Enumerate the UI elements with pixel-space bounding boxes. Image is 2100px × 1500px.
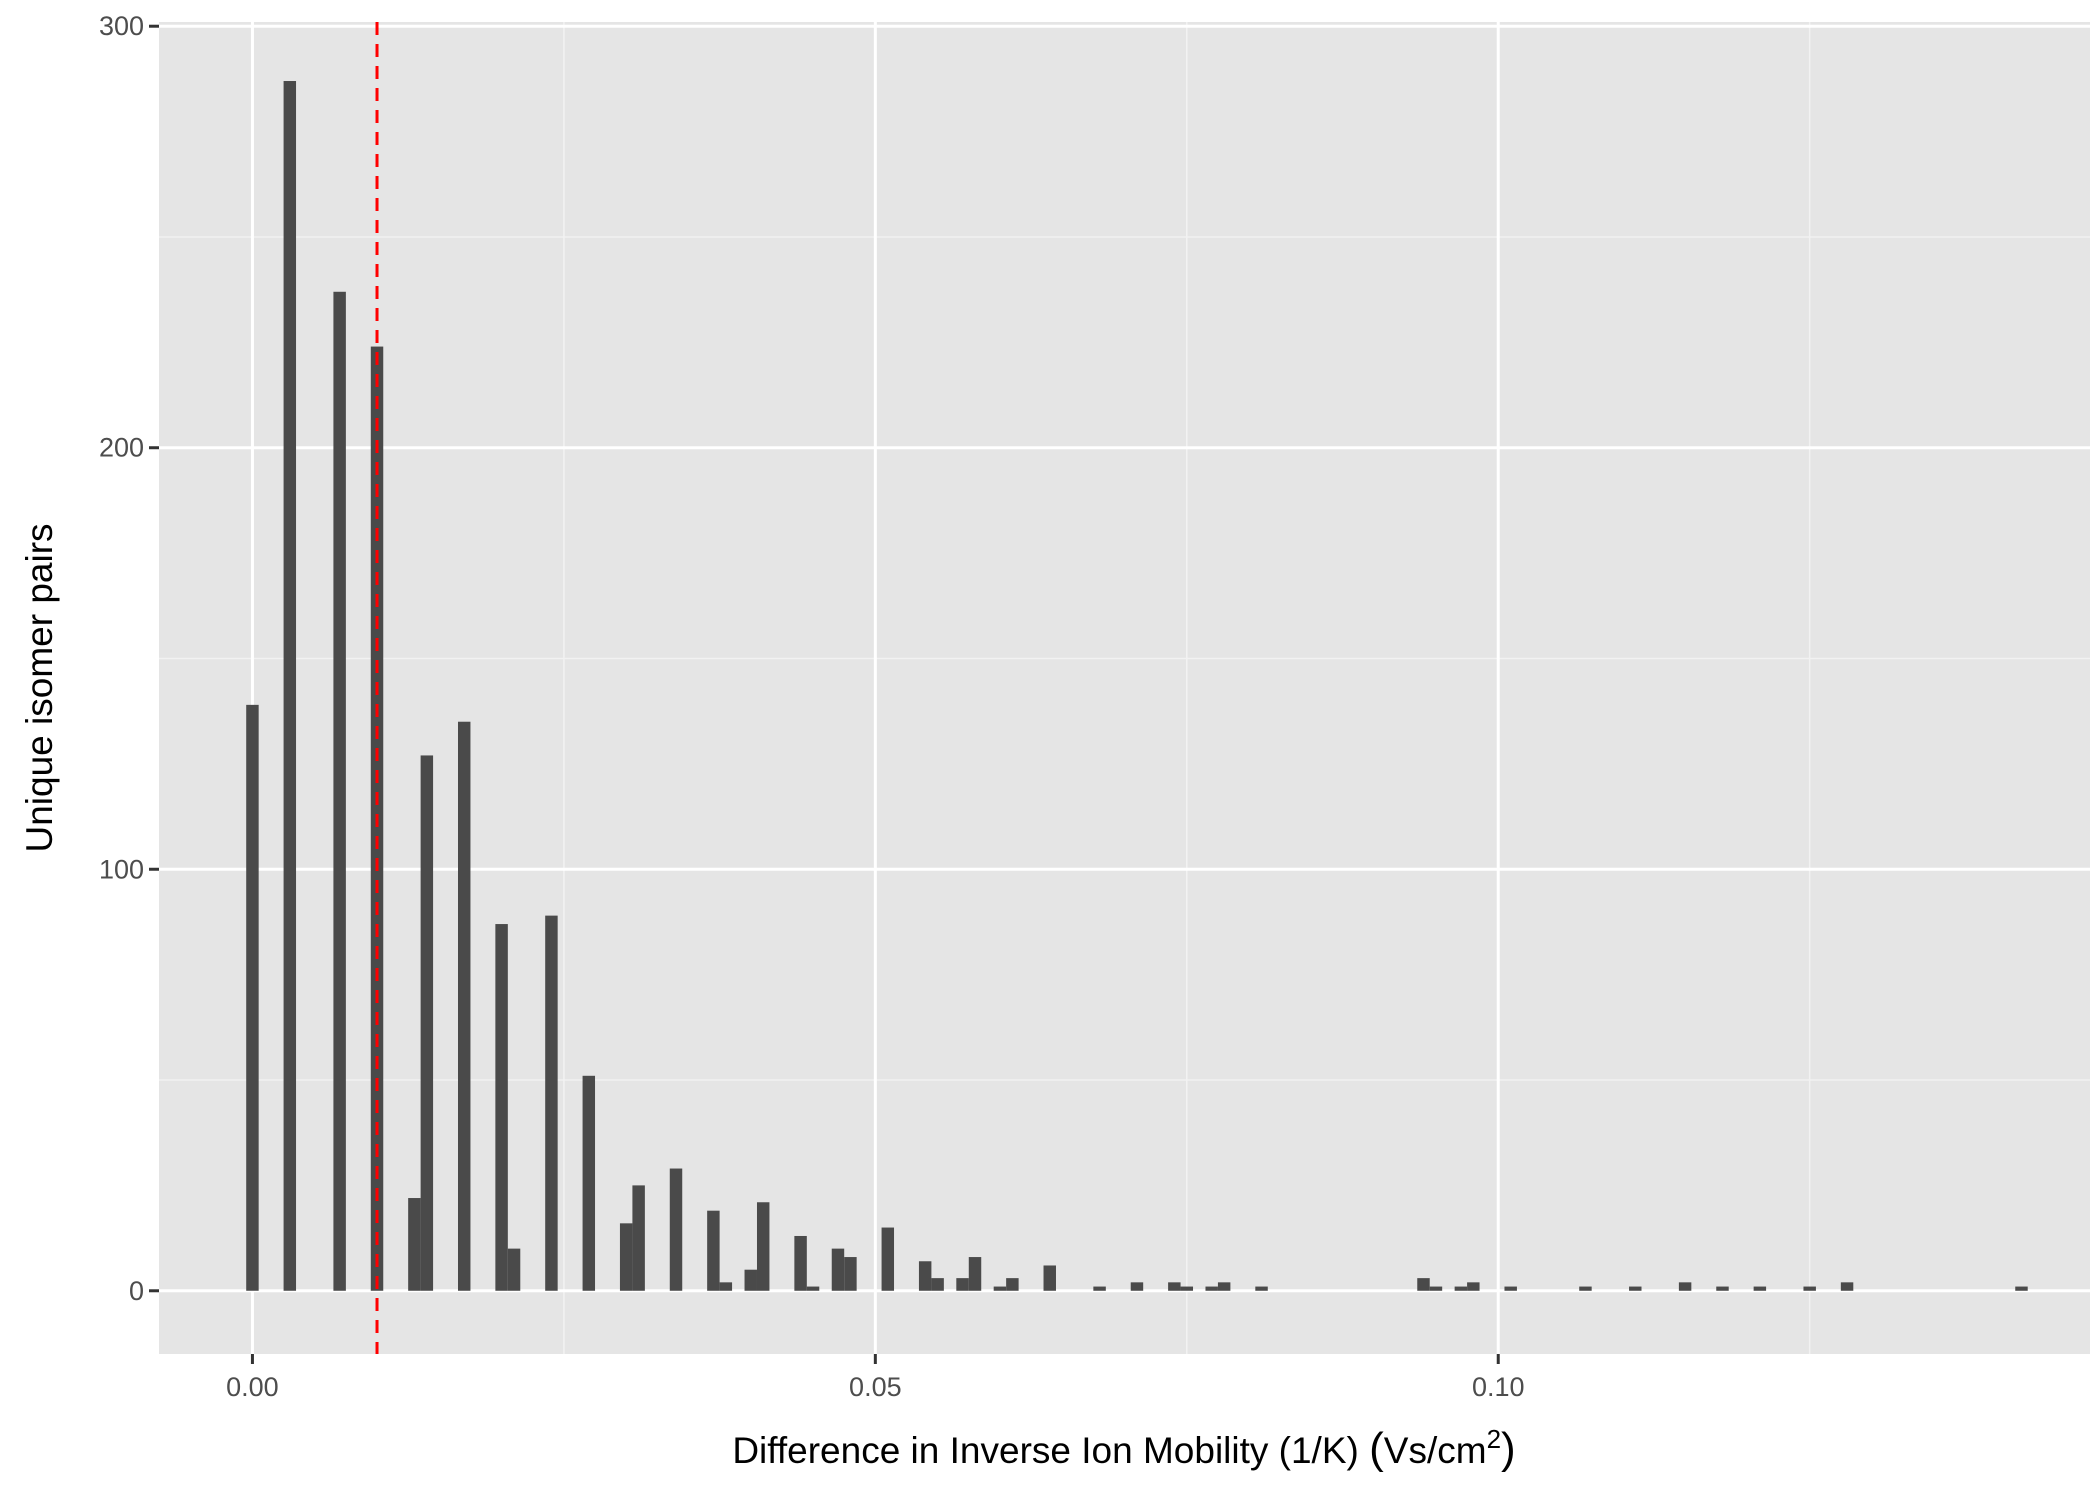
histogram-bar: [1840, 1282, 1854, 1291]
histogram-bar: [1168, 1282, 1181, 1291]
histogram-bar: [2015, 1286, 2028, 1291]
histogram-bar: [918, 1261, 932, 1291]
x-tick-label: 0.10: [1472, 1372, 1525, 1402]
histogram-bar: [1417, 1278, 1430, 1291]
histogram-bar: [1716, 1286, 1729, 1291]
histogram-bar: [1006, 1278, 1019, 1291]
histogram-bar: [719, 1282, 733, 1291]
x-axis-unit-open: (: [1369, 1424, 1384, 1473]
histogram-bar: [1467, 1282, 1480, 1291]
histogram-bar: [457, 721, 471, 1291]
x-axis-ticks: 0.00 0.05 0.10: [226, 1354, 1525, 1402]
minor-gridlines: [159, 22, 2090, 1354]
histogram-bar: [1504, 1286, 1517, 1291]
histogram-bar: [956, 1278, 969, 1291]
histogram-bar: [707, 1210, 720, 1291]
histogram-bar: [1043, 1265, 1056, 1291]
histogram-bar: [1803, 1286, 1816, 1291]
histogram-bar: [1205, 1286, 1218, 1291]
x-tick-label: 0.00: [226, 1372, 279, 1402]
histogram-bar: [993, 1286, 1007, 1291]
x-tick-label: 0.05: [849, 1372, 902, 1402]
y-tick-label: 100: [99, 854, 144, 884]
histogram-bar: [1217, 1282, 1231, 1291]
panel-background: [159, 22, 2090, 1354]
y-tick-label: 0: [129, 1276, 144, 1306]
histogram-bar: [1093, 1286, 1106, 1291]
histogram-bar: [669, 1168, 683, 1291]
x-axis-title: Difference in Inverse Ion Mobility (1/K)…: [732, 1424, 1515, 1473]
histogram-bar: [931, 1278, 944, 1291]
y-tick-label: 300: [99, 11, 144, 41]
histogram-bar: [881, 1227, 895, 1291]
histogram-bar: [806, 1286, 820, 1291]
histogram-bar: [1180, 1286, 1194, 1291]
histogram-bar: [831, 1248, 845, 1291]
histogram-bar: [1678, 1282, 1692, 1291]
x-axis-unit-close: ): [1501, 1424, 1516, 1473]
histogram-bar: [333, 291, 346, 1291]
histogram-bar: [1629, 1286, 1642, 1291]
y-axis-ticks: 0 100 200 300: [99, 11, 159, 1306]
histogram-bar: [619, 1223, 633, 1291]
histogram-bar: [545, 915, 558, 1291]
histogram-bar: [794, 1235, 807, 1291]
histogram-bar: [283, 81, 297, 1291]
histogram-bar: [1454, 1286, 1468, 1291]
major-gridlines: [159, 22, 2090, 1354]
histogram-bar: [408, 1198, 421, 1291]
histogram-bar: [507, 1248, 521, 1291]
y-tick-label: 200: [99, 433, 144, 463]
histogram-bar: [744, 1269, 757, 1291]
y-axis-title: Unique isomer pairs: [19, 523, 60, 852]
x-axis-unit: Vs/cm: [1384, 1430, 1487, 1471]
x-axis-label: Difference in Inverse Ion Mobility (1/K): [732, 1430, 1359, 1471]
histogram-bar: [582, 1075, 596, 1291]
histogram-bar: [1255, 1286, 1268, 1291]
histogram-bar: [632, 1185, 645, 1291]
histogram-bar: [495, 924, 508, 1291]
histogram-bar: [420, 755, 434, 1291]
histogram-bar: [1429, 1286, 1443, 1291]
histogram-bar: [1579, 1286, 1592, 1291]
histogram-bar: [968, 1257, 982, 1291]
x-axis-unit-superscript: 2: [1487, 1424, 1501, 1454]
histogram-bar: [844, 1257, 857, 1291]
histogram-bar: [756, 1202, 770, 1291]
histogram-bar: [1753, 1286, 1767, 1291]
histogram-bar: [1130, 1282, 1144, 1291]
histogram-bar: [246, 704, 259, 1291]
